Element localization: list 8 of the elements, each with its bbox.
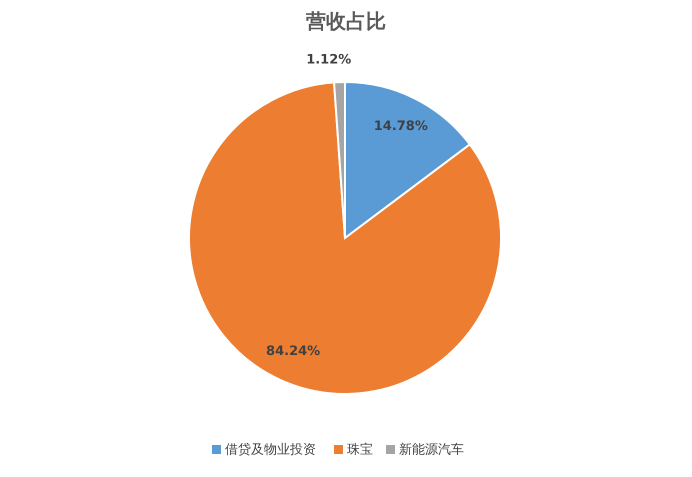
legend-label: 珠宝: [347, 442, 373, 458]
pie-slice: [188, 81, 502, 395]
data-label: 1.12%: [306, 52, 352, 68]
legend-label: 借贷及物业投资: [225, 442, 316, 458]
legend-label: 新能源汽车: [399, 442, 464, 458]
data-label: 84.24%: [266, 344, 320, 360]
data-label: 14.78%: [374, 118, 428, 134]
chart-title: 营收占比: [305, 9, 386, 33]
